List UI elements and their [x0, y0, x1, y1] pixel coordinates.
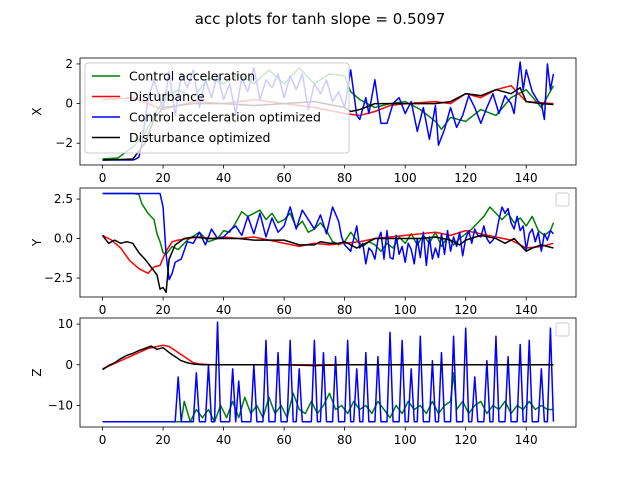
y-tick-label: −10 — [48, 398, 73, 412]
x-tick-label: 20 — [155, 303, 170, 317]
axes-frame — [79, 57, 577, 166]
x-tick-label: 0 — [99, 433, 107, 447]
x-tick-label: 120 — [454, 171, 477, 185]
x-tick-label: 40 — [216, 171, 231, 185]
series-line-series-4 — [102, 345, 554, 371]
y-tick-label: 0 — [65, 97, 73, 111]
series-line-series-2 — [102, 229, 554, 275]
x-tick-label: 80 — [337, 433, 352, 447]
x-tick-label: 60 — [276, 303, 291, 317]
legend-frame — [84, 62, 350, 154]
series-line-series-3 — [102, 321, 555, 423]
legend: Control acceleration Disturbance Control a… — [84, 62, 350, 154]
x-tick-label: 120 — [454, 433, 477, 447]
y-axis-label: Z — [30, 368, 44, 376]
x-tick-label: 140 — [515, 303, 538, 317]
legend-entry-label: Disturbance — [129, 89, 205, 104]
x-tick-label: 80 — [337, 303, 352, 317]
x-tick-label: 100 — [394, 171, 417, 185]
y-axis-label: X — [30, 107, 44, 115]
y-tick-label: 10 — [58, 317, 73, 331]
x-tick-label: 40 — [216, 433, 231, 447]
series-line-series-4 — [101, 234, 554, 294]
legend-entry-label: Disturbance optimized — [129, 130, 270, 145]
legend-entry-label: Control acceleration — [129, 69, 255, 84]
y-axis-label: Y — [30, 238, 44, 247]
y-tick-label: 2 — [65, 57, 73, 71]
x-tick-label: 80 — [337, 171, 352, 185]
x-tick-label: 140 — [515, 433, 538, 447]
series-lines — [102, 321, 555, 423]
x-tick-label: 20 — [155, 433, 170, 447]
x-tick-label: 100 — [394, 303, 417, 317]
legend-box-empty — [555, 322, 570, 337]
figure-title: acc plots for tanh slope = 0.5097 — [195, 10, 446, 28]
subplot-z: 0 20 40 60 80 100 120 140 −10 0 10 Z — [30, 317, 577, 447]
y-tick-label: 0.0 — [54, 232, 73, 246]
legend-entry-label: Control acceleration optimized — [129, 110, 321, 125]
x-tick-label: 120 — [454, 303, 477, 317]
x-tick-label: 100 — [394, 433, 417, 447]
x-tick-label: 60 — [276, 171, 291, 185]
y-tick-label: 0 — [65, 358, 73, 372]
y-tick-label: 2.5 — [54, 192, 73, 206]
x-tick-label: 0 — [99, 303, 107, 317]
x-tick-label: 20 — [155, 171, 170, 185]
series-line-series-3 — [102, 192, 554, 281]
series-lines — [101, 192, 555, 294]
legend-box-empty — [555, 192, 570, 207]
subplot-y: 0 20 40 60 80 100 120 140 −2.5 0.0 2.5 Y — [30, 187, 577, 317]
axes-frame — [79, 187, 577, 298]
x-tick-label: 140 — [515, 171, 538, 185]
subplot-x: 0 20 40 60 80 100 120 140 −2 0 2 X Control accelerat… — [30, 57, 577, 185]
x-tick-label: 40 — [216, 303, 231, 317]
y-tick-label: −2 — [55, 136, 73, 150]
x-tick-label: 60 — [276, 433, 291, 447]
axes-frame — [79, 317, 577, 428]
y-tick-label: −2.5 — [44, 271, 73, 285]
x-tick-label: 0 — [99, 171, 107, 185]
